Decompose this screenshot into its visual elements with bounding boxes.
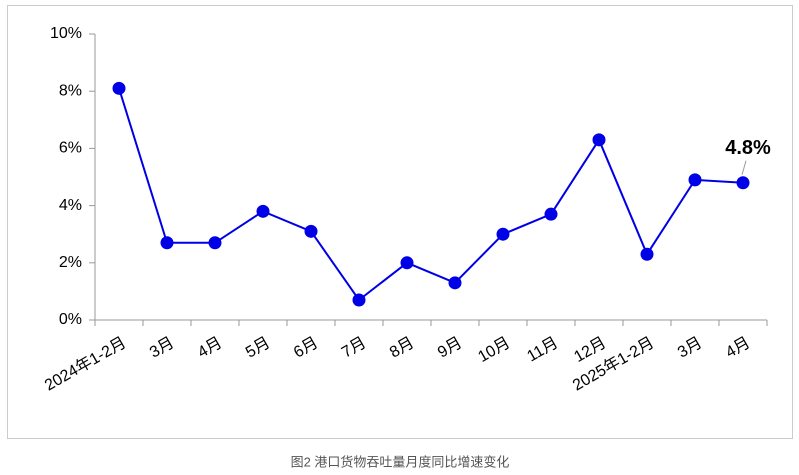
data-point [736,176,750,190]
chart-frame [7,5,793,439]
data-point [448,276,462,290]
data-point [160,236,174,250]
data-point [112,81,126,95]
data-point [496,227,510,241]
data-point [256,204,270,218]
y-tick-label: 8% [59,82,82,99]
y-tick-label: 4% [59,197,82,214]
y-tick-label: 0% [59,311,82,328]
chart-caption: 图2 港口货物吞吐量月度同比增速变化 [291,454,510,469]
data-point [640,247,654,261]
data-point [400,256,414,270]
data-point [208,236,222,250]
data-point [544,207,558,221]
series-line [118,88,744,302]
data-point [688,173,702,187]
y-tick-label: 6% [59,140,82,157]
data-label: 4.8% [725,137,771,159]
data-point [592,133,606,147]
y-tick-label: 2% [59,254,82,271]
label-leader [741,160,747,175]
data-point [304,224,318,238]
y-tick-label: 10% [50,25,82,42]
data-point [352,293,366,307]
